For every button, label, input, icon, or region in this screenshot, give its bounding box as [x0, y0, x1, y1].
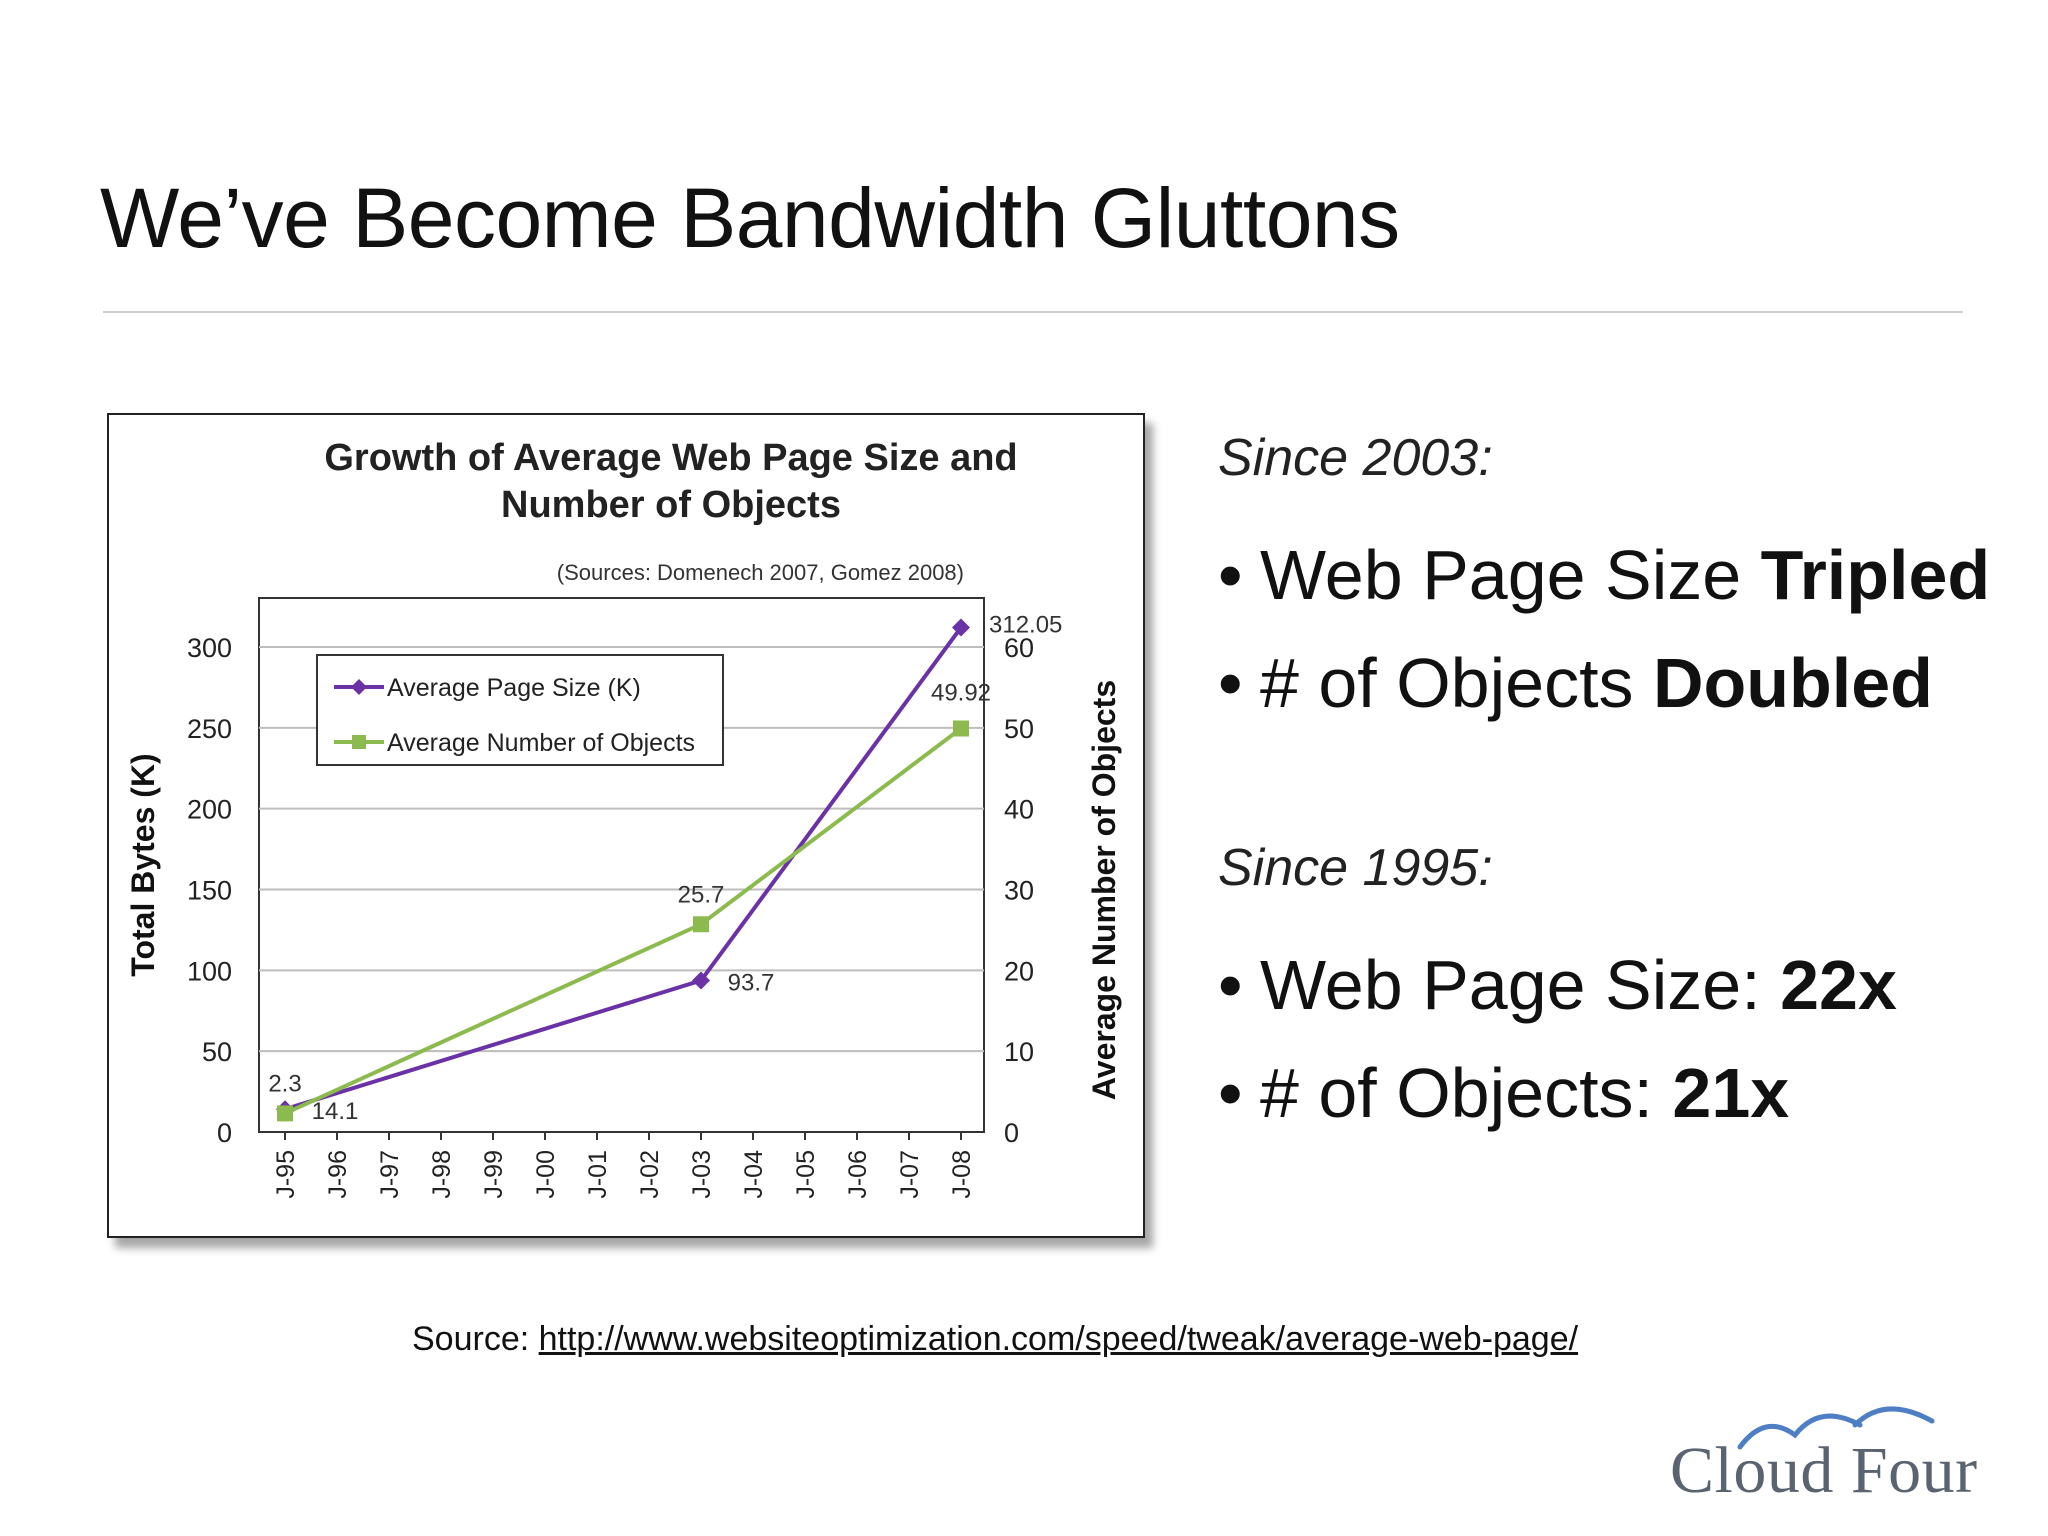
bullet-emphasis: 22x [1780, 946, 1897, 1024]
chart-title: Number of Objects [501, 484, 841, 526]
bullet-page-size-tripled: • Web Page Size Tripled [1218, 535, 1990, 615]
since-2003-label: Since 2003: [1218, 429, 1493, 487]
data-point-page-size [952, 618, 970, 637]
x-tick-label: J-01 [584, 1150, 612, 1199]
x-tick-label: J-99 [480, 1150, 508, 1199]
since-1995-label: Since 1995: [1218, 839, 1493, 897]
bullet-objects-21x: • # of Objects: 21x [1218, 1053, 1789, 1133]
x-tick-label: J-02 [636, 1150, 664, 1199]
source-label: Source: [412, 1320, 539, 1358]
x-tick-label: J-05 [792, 1150, 820, 1199]
data-point-objects [693, 916, 709, 933]
y-right-axis-title: Average Number of Objects [1086, 680, 1122, 1100]
bullet-dot: • [1218, 1054, 1243, 1132]
x-tick-label: J-98 [428, 1150, 456, 1199]
bullet-emphasis: Tripled [1760, 536, 1991, 614]
line-chart: Growth of Average Web Page Size and Numbe… [125, 437, 1122, 1199]
chart-subtitle: (Sources: Domenech 2007, Gomez 2008) [557, 560, 964, 585]
plot-area [258, 597, 985, 1133]
bullet-text: # of Objects: [1260, 1054, 1673, 1132]
y-tick-label: 50 [202, 1037, 232, 1067]
logo-text: Cloud Four [1670, 1434, 1978, 1507]
y-right-tick-label: 60 [1004, 633, 1034, 663]
cloud-arcs-icon [1737, 1406, 1935, 1450]
cloud-four-logo: Cloud Four [1670, 1395, 1977, 1507]
data-point-objects [953, 720, 969, 737]
x-tick-label: J-07 [896, 1150, 924, 1199]
chart-frame: Growth of Average Web Page Size and Numbe… [107, 413, 1145, 1238]
bullet-dot: • [1218, 536, 1243, 614]
x-tick-label: J-00 [532, 1150, 560, 1199]
y-tick-label: 250 [187, 714, 232, 744]
bullet-emphasis: Doubled [1652, 644, 1933, 722]
legend-entry: Average Page Size (K) [387, 674, 641, 702]
bullet-text: Web Page Size [1260, 536, 1761, 614]
legend-entry: Average Number of Objects [387, 729, 695, 757]
y-right-tick-label: 20 [1004, 956, 1034, 986]
y-axis-title: Total Bytes (K) [125, 753, 161, 976]
y-tick-label: 200 [187, 795, 232, 825]
bullet-text: # of Objects [1260, 644, 1653, 722]
data-label: 312.05 [989, 612, 1062, 639]
bullet-page-size-22x: • Web Page Size: 22x [1218, 945, 1897, 1025]
y-tick-label: 150 [187, 876, 232, 906]
y-right-tick-label: 0 [1004, 1118, 1019, 1148]
data-point-page-size [692, 971, 710, 990]
data-label: 14.1 [312, 1098, 359, 1125]
data-label: 25.7 [678, 881, 725, 908]
y-tick-label: 300 [187, 633, 232, 663]
bullet-emphasis: 21x [1672, 1054, 1790, 1132]
source-link[interactable]: http://www.websiteoptimization.com/speed… [538, 1320, 1579, 1358]
x-tick-label: J-04 [740, 1150, 768, 1199]
y-tick-label: 100 [187, 956, 232, 986]
title-divider [103, 311, 1963, 313]
data-point-objects [277, 1105, 293, 1122]
y-right-tick-label: 40 [1004, 795, 1034, 825]
x-tick-label: J-08 [948, 1150, 976, 1199]
x-tick-label: J-97 [376, 1150, 404, 1199]
series-line [284, 726, 963, 1116]
source-citation: Source: http://www.websiteoptimization.c… [412, 1320, 1578, 1359]
y-tick-label: 0 [217, 1118, 232, 1148]
x-tick-label: J-03 [688, 1150, 716, 1199]
legend-box [316, 654, 724, 766]
legend-swatch-marker [351, 679, 367, 695]
x-tick-label: J-06 [844, 1150, 872, 1199]
y-right-tick-label: 10 [1004, 1037, 1034, 1067]
x-tick-label: J-96 [324, 1150, 352, 1199]
slide-title: We’ve Become Bandwidth Gluttons [100, 171, 1400, 265]
legend-swatch-marker [352, 735, 366, 749]
bullet-text: Web Page Size: [1260, 946, 1781, 1024]
y-right-tick-label: 30 [1004, 876, 1034, 906]
bullet-dot: • [1218, 644, 1243, 722]
data-label: 49.92 [931, 679, 991, 706]
bullet-objects-doubled: • # of Objects Doubled [1218, 643, 1933, 723]
chart-title: Growth of Average Web Page Size and [324, 437, 1017, 479]
y-right-tick-label: 50 [1004, 714, 1034, 744]
data-label: 2.3 [268, 1070, 301, 1097]
data-label: 93.7 [728, 970, 775, 997]
x-tick-label: J-95 [272, 1150, 300, 1199]
bullet-dot: • [1218, 946, 1243, 1024]
